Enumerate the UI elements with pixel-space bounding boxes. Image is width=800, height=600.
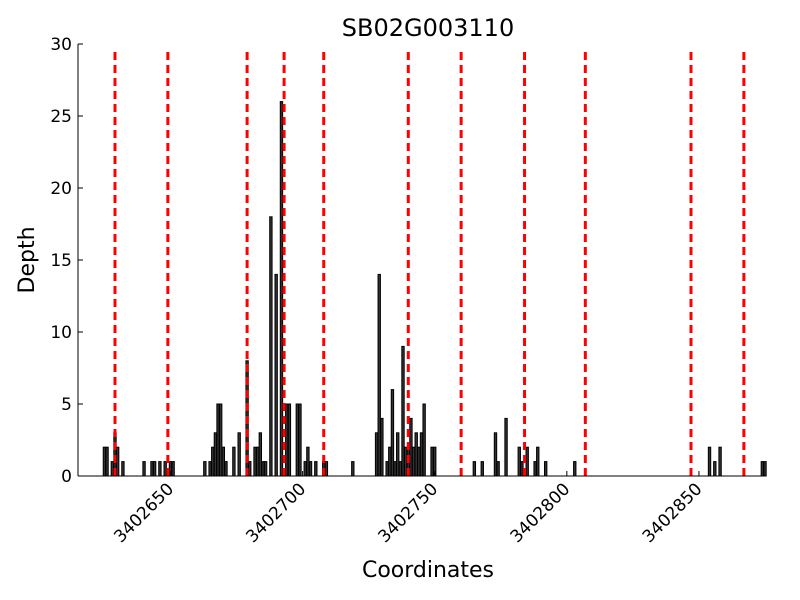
depth-bar: [324, 461, 329, 477]
depth-bar: [150, 461, 154, 477]
y-tick-label: 30: [50, 35, 72, 55]
x-tick-label: 3402800: [507, 479, 575, 547]
depth-bar: [216, 403, 220, 477]
depth-bar: [573, 461, 577, 477]
depth-bar: [713, 461, 717, 477]
depth-bar: [208, 461, 212, 477]
depth-bar: [496, 461, 500, 477]
depth-bar: [536, 446, 540, 477]
depth-bar: [398, 461, 403, 477]
depth-bar: [224, 461, 228, 477]
y-axis-label: Depth: [15, 226, 40, 293]
depth-bar: [298, 403, 302, 477]
chart-title: SB02G003110: [342, 14, 514, 42]
depth-bar: [115, 446, 120, 477]
depth-bar: [314, 461, 318, 477]
x-tick-label: 3402650: [110, 479, 178, 547]
depth-bar: [430, 446, 434, 477]
x-tick-label: 3402750: [375, 479, 443, 547]
depth-bar: [385, 461, 389, 477]
depth-bar: [221, 446, 226, 477]
bars-layer: [102, 101, 767, 477]
depth-bar: [377, 273, 381, 477]
x-tick-label: 3402700: [242, 479, 310, 547]
depth-bar: [232, 446, 236, 477]
depth-bar: [269, 216, 273, 477]
depth-bar: [393, 461, 397, 477]
depth-bar: [760, 461, 765, 477]
depth-bar: [287, 403, 292, 477]
depth-bar: [203, 461, 207, 477]
depth-bar: [417, 446, 421, 477]
depth-bar: [274, 273, 278, 477]
depth-bar: [308, 461, 313, 477]
depth-bar: [401, 345, 405, 477]
depth-bar: [422, 403, 426, 477]
axes-layer: [77, 44, 765, 477]
depth-bar: [543, 461, 548, 477]
depth-bar: [171, 461, 175, 477]
depth-bar: [110, 461, 115, 477]
depth-bar: [105, 446, 109, 477]
depth-bar: [520, 461, 524, 477]
depth-bar: [211, 446, 215, 477]
depth-bar: [263, 461, 268, 477]
depth-bar: [258, 432, 263, 477]
y-tick-label: 20: [50, 179, 72, 199]
depth-bar: [102, 446, 107, 477]
depth-bar: [718, 446, 722, 477]
y-tick-label: 25: [50, 107, 72, 127]
depth-bar: [396, 432, 400, 477]
depth-bar: [248, 461, 252, 477]
y-tick-label: 10: [50, 323, 72, 343]
depth-bar: [472, 461, 477, 477]
depth-bar: [525, 446, 529, 477]
depth-bar: [388, 446, 392, 477]
depth-bar: [380, 417, 384, 477]
depth-bar: [253, 446, 257, 477]
depth-bar: [255, 446, 260, 477]
depth-bar: [279, 101, 284, 477]
depth-bar: [414, 432, 418, 477]
x-axis-label: Coordinates: [362, 558, 494, 583]
depth-bar: [163, 461, 167, 477]
depth-bar: [493, 432, 498, 477]
depth-bar: [218, 403, 223, 477]
depth-bar: [403, 446, 408, 477]
depth-bar: [374, 432, 379, 477]
y-tick-label: 0: [61, 467, 72, 487]
depth-bar: [763, 461, 767, 477]
depth-bar: [390, 389, 395, 477]
y-tick-label: 5: [61, 395, 72, 415]
depth-bar: [285, 403, 289, 477]
depth-bar: [419, 432, 424, 477]
depth-bar: [306, 446, 310, 477]
depth-bar: [295, 403, 300, 477]
depth-bar: [707, 446, 712, 477]
depth-bar: [213, 432, 218, 477]
depth-bar: [142, 461, 146, 477]
depth-bar: [351, 461, 355, 477]
depth-bar: [261, 461, 265, 477]
depth-bar: [533, 461, 537, 477]
depth-bar: [480, 461, 484, 477]
depth-bar: [121, 461, 125, 477]
x-tick-label: 3402850: [639, 479, 707, 547]
depth-bar: [411, 446, 416, 477]
depth-bar: [517, 446, 521, 477]
marker-lines-layer: [113, 52, 746, 476]
depth-bar: [303, 461, 307, 477]
depth-bar: [409, 417, 413, 477]
depth-bar: [152, 461, 157, 477]
y-tick-label: 15: [50, 251, 72, 271]
depth-bar: [158, 461, 162, 477]
depth-bar: [504, 417, 508, 477]
depth-bar: [237, 432, 241, 477]
